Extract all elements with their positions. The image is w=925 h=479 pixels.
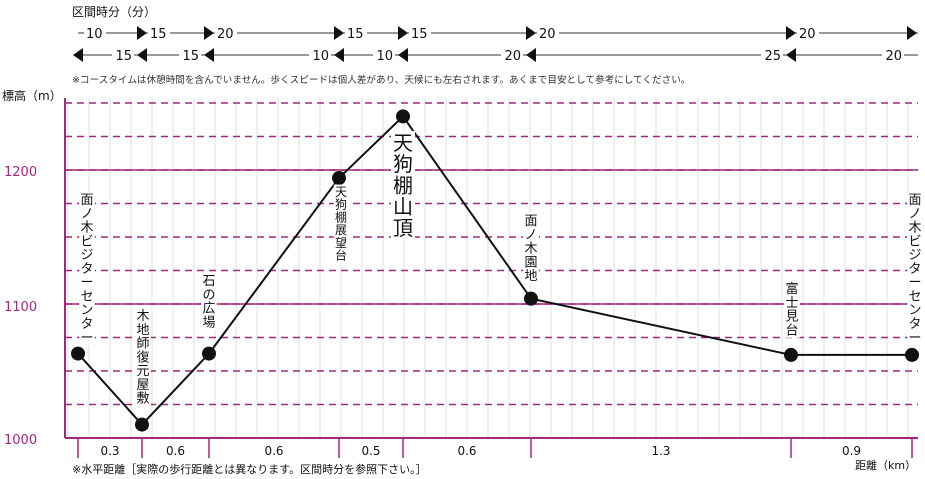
- waypoint-label: 面ノ木ビジターセンター: [80, 193, 93, 346]
- section-times: 10 15 20 15 15 20 20 15 15 10 10 20 25 20: [73, 24, 918, 64]
- right-arrow-icon: [137, 26, 147, 40]
- waypoint-label: 面ノ木園地: [524, 214, 537, 284]
- right-arrow-icon: [398, 26, 408, 40]
- time-label-bg: [537, 24, 559, 41]
- section-time: 20: [504, 49, 521, 64]
- y-axis-label: 標高（m）: [2, 88, 62, 103]
- elevation-point: [784, 347, 798, 362]
- elevation-series-line: [77, 114, 912, 427]
- section-time: 15: [411, 27, 428, 42]
- waypoint-label: 石の広場: [202, 274, 215, 330]
- elevation-point: [135, 417, 149, 432]
- footnote: ※水平距離［実際の歩行距離とは異なります。区間時分を参照下さい。］: [72, 462, 427, 476]
- right-arrow-icon: [334, 26, 344, 40]
- segment-distance-label: 0.6: [457, 444, 476, 458]
- waypoint-label: 木地師復元屋敷: [136, 309, 149, 407]
- y-tick-label: 1100: [4, 300, 37, 315]
- left-arrow-icon: [786, 48, 796, 62]
- left-arrow-icon: [73, 48, 83, 62]
- label-background: [79, 191, 95, 346]
- time-label-bg: [84, 24, 106, 41]
- time-label-bg: [345, 24, 367, 41]
- section-time: 10: [376, 49, 393, 64]
- waypoint-label: 面ノ木ビジターセンター: [908, 193, 921, 346]
- section-time: 15: [150, 27, 167, 42]
- label-background: [333, 184, 349, 263]
- time-label-bg: [409, 24, 431, 41]
- time-label-bg: [179, 46, 201, 63]
- elevation-point: [332, 171, 346, 186]
- section-time: 20: [539, 27, 556, 42]
- left-arrow-icon: [398, 48, 408, 62]
- segment-distance-label: 0.9: [842, 444, 861, 458]
- time-label-bg: [373, 46, 395, 63]
- section-time: 10: [312, 49, 329, 64]
- segment-distance-label: 0.5: [361, 444, 380, 458]
- point-labels: 面ノ木ビジターセンター木地師復元屋敷 石の広場 天狗棚展望台 天狗棚山頂面ノ木園地富士…: [79, 131, 923, 407]
- label-background: [907, 191, 923, 346]
- label-background: [135, 307, 151, 407]
- elevation-point: [524, 291, 538, 306]
- y-tick-label: 1000: [4, 433, 37, 448]
- right-arrow-icon: [907, 26, 917, 40]
- elevation-point: [905, 347, 919, 362]
- section-time: 10: [86, 27, 103, 42]
- section-time: 20: [217, 27, 234, 42]
- label-background: [523, 212, 539, 284]
- section-time-label: 区間時分（分）: [72, 5, 156, 19]
- section-time: 15: [115, 49, 132, 64]
- section-time: 25: [764, 49, 781, 64]
- label-background: [201, 272, 217, 330]
- waypoint-label: 天狗棚展望台: [335, 185, 347, 263]
- left-arrow-icon: [526, 48, 536, 62]
- time-label-bg: [882, 46, 904, 63]
- left-arrow-icon: [137, 48, 147, 62]
- elevation-point: [71, 346, 85, 361]
- left-arrow-icon: [204, 48, 214, 62]
- time-label-bg: [112, 46, 134, 63]
- distance-labels: 0.3 0.6 0.6 0.5 0.6 1.3 0.9: [77, 438, 913, 458]
- axes: [64, 98, 918, 439]
- waypoint-label: 富士見台: [785, 281, 798, 338]
- section-time: 15: [182, 49, 199, 64]
- time-label-bg: [309, 46, 331, 63]
- section-time: 20: [885, 49, 902, 64]
- segment-distance-label: 0.6: [264, 444, 283, 458]
- elevation-point: [202, 346, 216, 361]
- segment-distance-label: 1.3: [651, 444, 670, 458]
- time-label-bg: [215, 24, 237, 41]
- left-arrow-icon: [334, 48, 344, 62]
- time-label-bg: [797, 24, 819, 41]
- x-axis-label: 距離（km）: [855, 458, 916, 472]
- time-label-bg: [501, 46, 523, 63]
- right-arrow-icon: [204, 26, 214, 40]
- section-time: 15: [347, 27, 364, 42]
- y-tick-label: 1200: [4, 165, 37, 180]
- elevation-point: [396, 109, 410, 124]
- course-time-note: ※コースタイムは休憩時間を含んでいません。歩くスピードは個人差があり、天候にも左…: [72, 74, 690, 86]
- waypoint-label: 天狗棚山頂: [393, 131, 413, 240]
- segment-distance-label: 0.3: [100, 444, 119, 458]
- elevation-line: [71, 109, 919, 432]
- right-arrow-icon: [526, 26, 536, 40]
- segment-distance-label: 0.6: [166, 444, 185, 458]
- label-background: [784, 280, 800, 338]
- grid: [65, 98, 918, 438]
- time-label-bg: [148, 24, 170, 41]
- label-background: [391, 131, 415, 239]
- time-label-bg: [761, 46, 783, 63]
- section-time: 20: [799, 27, 816, 42]
- right-arrow-icon: [786, 26, 796, 40]
